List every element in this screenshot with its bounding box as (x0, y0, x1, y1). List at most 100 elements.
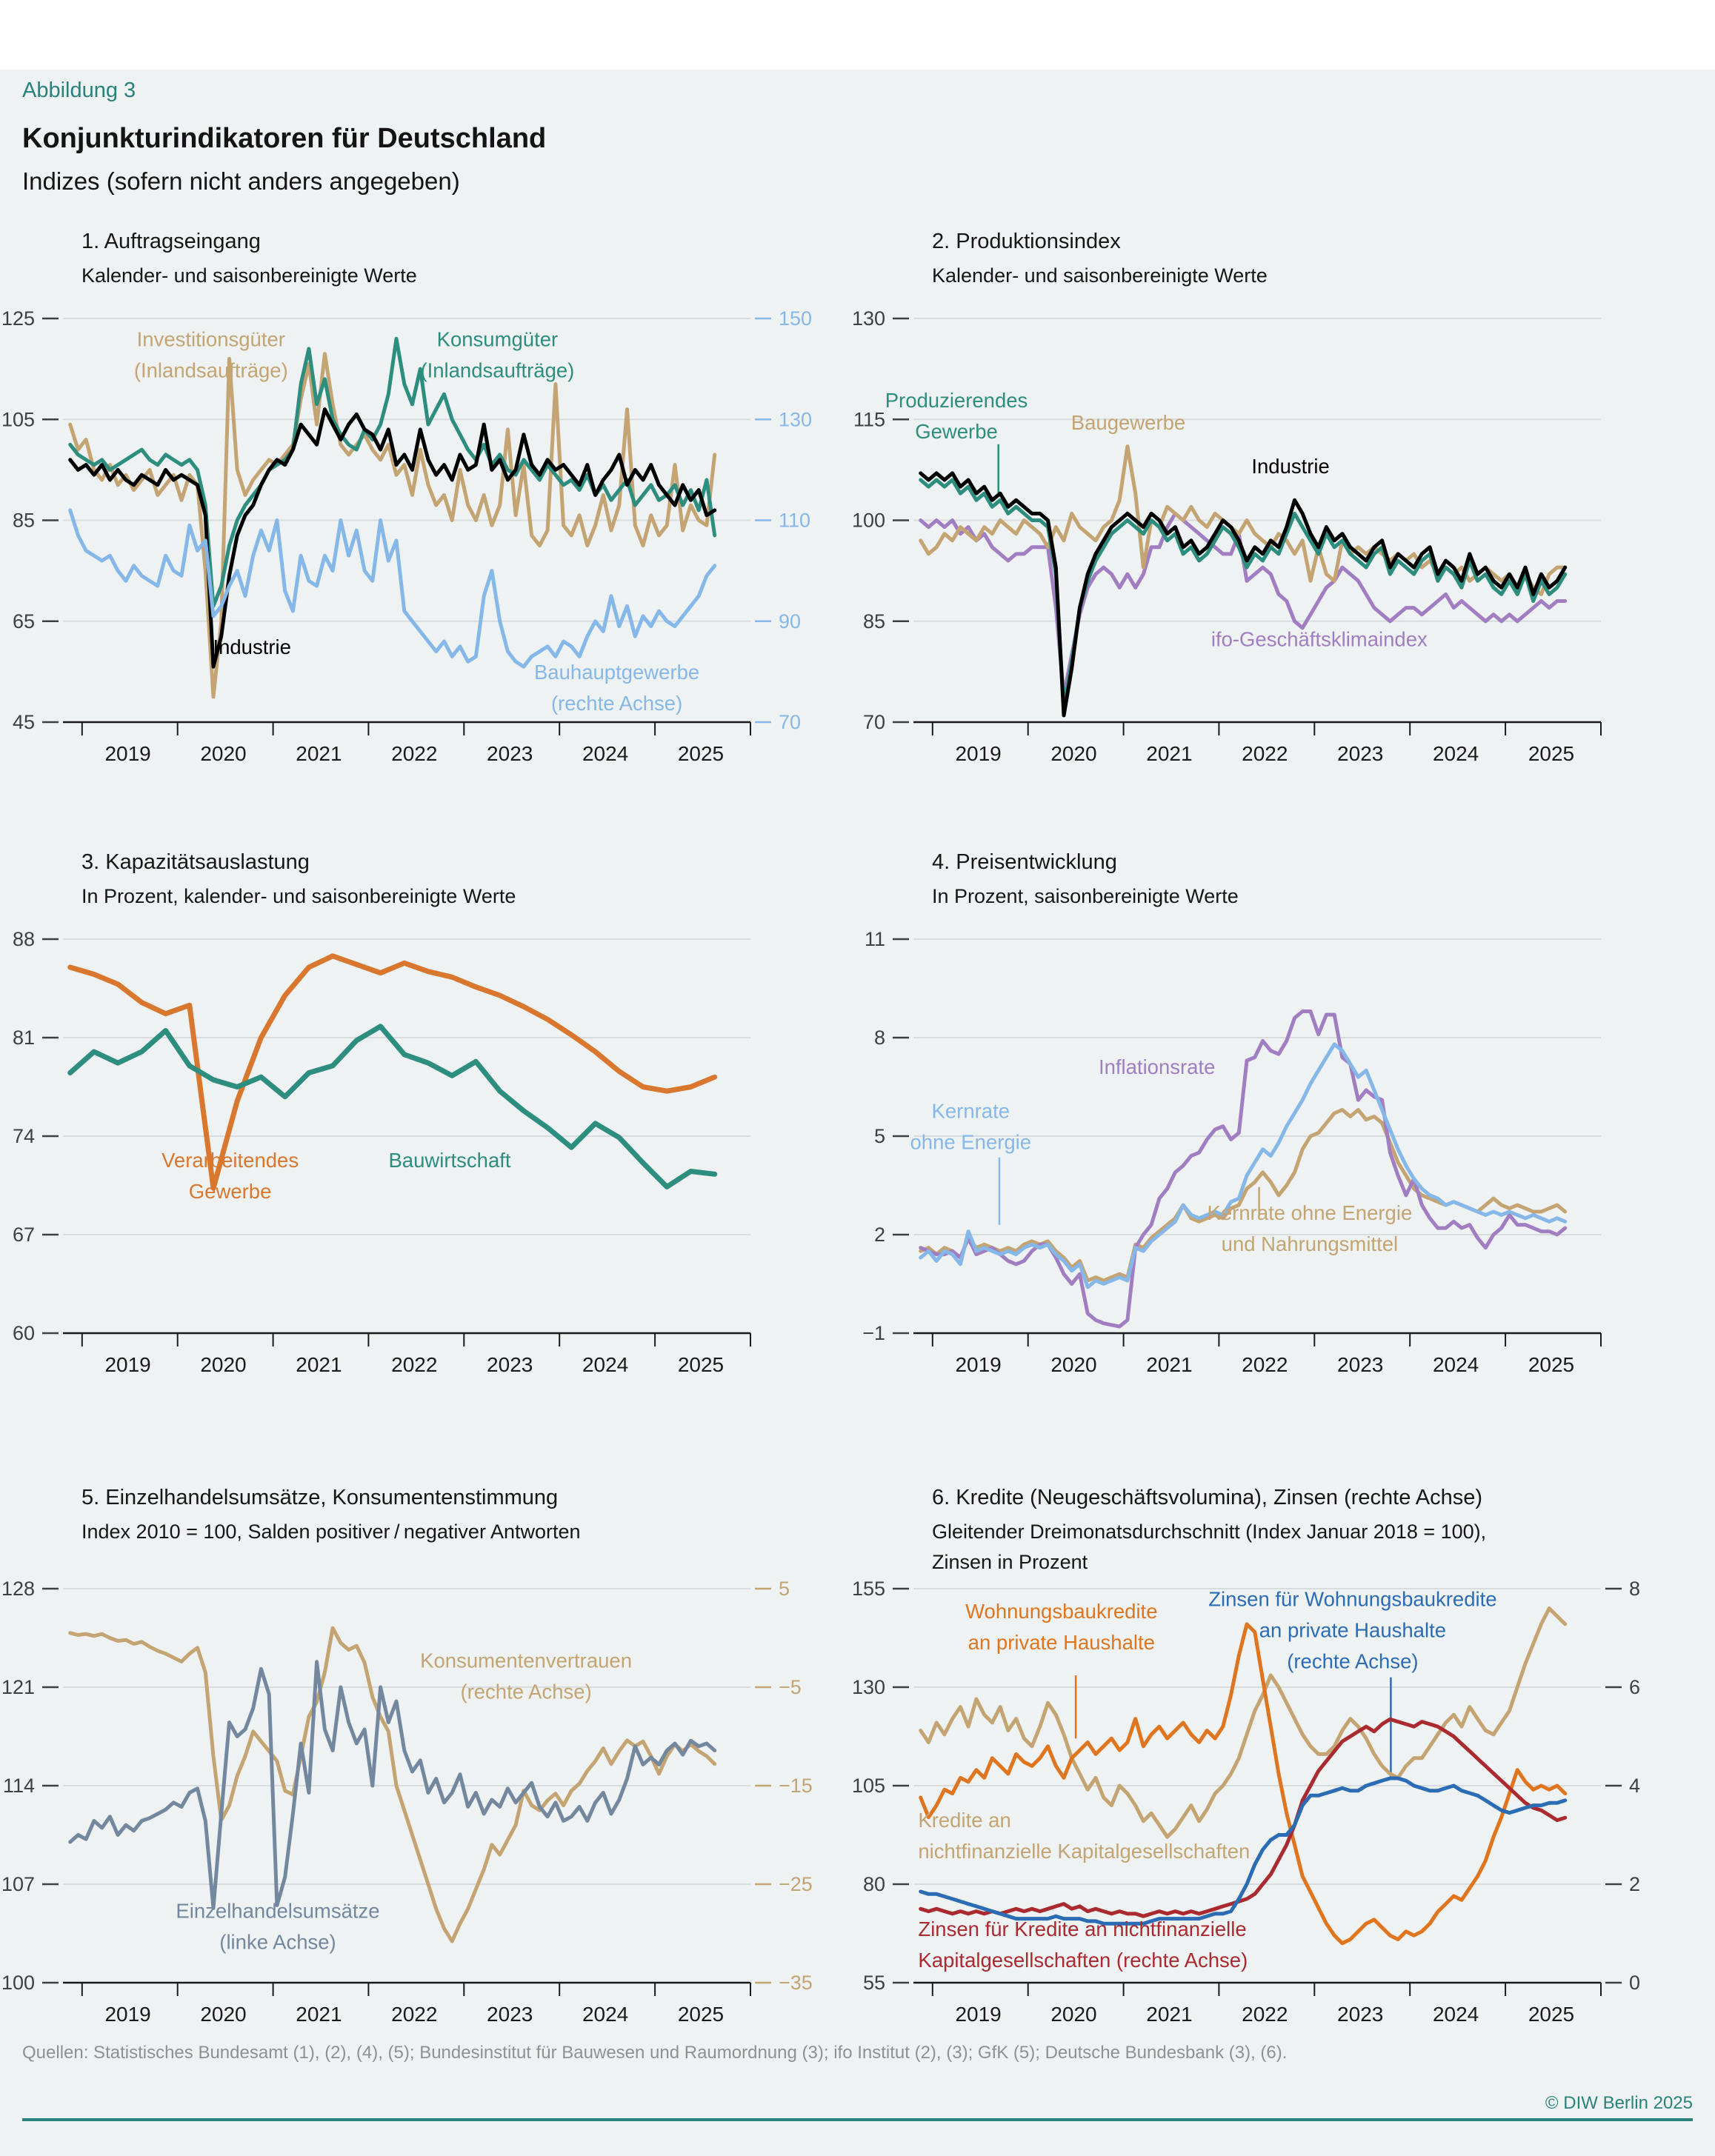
x-axis-label: 2022 (391, 2003, 437, 2026)
x-axis-label: 2022 (1242, 2003, 1288, 2026)
y-axis-label-left: −1 (862, 1322, 885, 1344)
panel-4-subtitle: In Prozent, saisonbereinigte Werte (932, 885, 1239, 907)
y-axis-label-right: −5 (779, 1676, 802, 1698)
x-axis-label: 2021 (296, 1353, 342, 1376)
series-verarbeitendes-gewerbe (67, 953, 718, 1191)
y-axis-label-right: 70 (779, 711, 801, 733)
series-kredite-nichtfinanzielle-kapitalgesellschaften (919, 1606, 1568, 1839)
y-axis-label-right: −15 (779, 1775, 813, 1797)
x-axis-label: 2025 (678, 742, 724, 765)
y-axis-label-left: 105 (852, 1775, 885, 1797)
series-produzierendes-gewerbe (919, 478, 1568, 711)
series-label: Investitionsgüter (Inlandsaufträge) (134, 328, 288, 382)
series-label: Zinsen für Wohnungsbaukredite an private … (1208, 1587, 1496, 1672)
y-axis-label-right: 90 (779, 610, 801, 633)
page-title: Konjunkturindikatoren für Deutschland (22, 123, 547, 154)
x-axis-label: 2024 (1433, 2003, 1479, 2026)
x-axis-label: 2021 (1146, 1353, 1192, 1376)
y-axis-label-left: 115 (853, 408, 885, 430)
x-axis-label: 2021 (1146, 2003, 1192, 2026)
series-zinsen-wohnungsbaukredite (919, 1776, 1568, 1926)
panel-3-title: 3. Kapazitätsauslastung (81, 850, 310, 874)
panel-2-title: 2. Produktionsindex (932, 230, 1121, 253)
y-axis-label-left: 121 (1, 1676, 35, 1698)
x-axis-label: 2023 (1337, 742, 1383, 765)
y-axis-label-right: 8 (1629, 1578, 1640, 1600)
x-axis-label: 2022 (391, 742, 437, 765)
panel-6-chart: 155 130 105 80 55 8 6 4 2 0 2019 2020 2021 2022 2023 20… (852, 1578, 1640, 2026)
x-axis-label: 2019 (104, 2003, 150, 2026)
x-axis-label: 2025 (1528, 2003, 1574, 2026)
y-axis-label-left: 128 (1, 1578, 35, 1600)
x-axis-label: 2024 (582, 742, 628, 765)
y-axis-label-right: 130 (779, 408, 812, 430)
y-axis-label-left: 81 (13, 1027, 35, 1049)
series-label: Kredite an nichtfinanzielle Kapitalgesell… (918, 1809, 1250, 1863)
y-axis-label-left: 11 (865, 928, 885, 950)
series-label: Bauhauptgewerbe (rechte Achse) (534, 661, 699, 715)
x-axis-label: 2023 (1337, 2003, 1383, 2026)
x-axis-label: 2025 (678, 1353, 724, 1376)
y-axis-label-left: 125 (1, 307, 35, 330)
x-axis-label: 2025 (1528, 1353, 1574, 1376)
y-axis-label-right: −25 (779, 1873, 813, 1895)
series-bauwirtschaft (67, 1024, 718, 1189)
panel-1-subtitle: Kalender- und saisonbereinigte Werte (81, 264, 417, 287)
y-axis-label-right: 2 (1629, 1873, 1640, 1895)
top-white-band (0, 0, 1715, 70)
panel-2-subtitle: Kalender- und saisonbereinigte Werte (932, 264, 1268, 287)
series-bauhauptgewerbe (68, 508, 717, 669)
x-axis-label: 2024 (1433, 1353, 1479, 1376)
panel-2-chart: 130 115 100 85 70 2019 2020 2021 2022 2023 2024 202… (852, 307, 1602, 765)
panel-1-title: 1. Auftragseingang (81, 230, 261, 253)
panel-5-chart: 128 121 114 107 100 5 −5 −15 −25 −35 2019 2020 2021 2… (1, 1578, 813, 2026)
x-axis-label: 2020 (200, 742, 246, 765)
series-label: Einzelhandelsumsätze (linke Achse) (176, 1900, 379, 1954)
x-axis-label: 2019 (104, 1353, 150, 1376)
y-axis-label-left: 85 (863, 610, 885, 633)
y-axis-label-right: 0 (1629, 1972, 1640, 1994)
series-konsumentenvertrauen (68, 1626, 717, 1943)
y-axis-label-left: 2 (874, 1224, 885, 1246)
y-axis-label-left: 65 (13, 610, 35, 633)
series-kernrate-ohne-energie (919, 1042, 1568, 1289)
x-axis-label: 2022 (1242, 742, 1288, 765)
y-axis-label-left: 130 (852, 307, 885, 330)
y-axis-label-left: 85 (13, 510, 35, 532)
x-axis-label: 2020 (200, 2003, 246, 2026)
x-axis-label: 2019 (955, 2003, 1001, 2026)
x-axis-label: 2024 (582, 1353, 628, 1376)
x-axis-label: 2022 (1242, 1353, 1288, 1376)
series-ifo-geschaeftsklimaindex (919, 511, 1568, 698)
series-industrie (919, 471, 1568, 718)
series-investitionsgueter (68, 352, 717, 699)
y-axis-label-left: 45 (13, 711, 35, 733)
x-axis-label: 2020 (1050, 2003, 1096, 2026)
y-axis-label-left: 70 (863, 711, 885, 733)
x-axis-label: 2020 (1050, 742, 1096, 765)
panel-3-subtitle: In Prozent, kalender- und saisonbereinig… (81, 885, 516, 907)
panel-4-chart: 11 8 5 2 −1 2019 2020 2021 2022 2023 2024 2025 Infla… (862, 928, 1602, 1376)
y-axis-label-left: 88 (13, 928, 35, 950)
x-axis-label: 2023 (1337, 1353, 1383, 1376)
series-label: Baugewerbe (1071, 411, 1185, 434)
series-label: Industrie (213, 635, 290, 658)
series-label: Verarbeitendes Gewerbe (161, 1149, 299, 1203)
panel-5-subtitle: Index 2010 = 100, Salden positiver / neg… (81, 1521, 581, 1543)
series-label: Kernrate ohne Energie und Nahrungsmittel (1208, 1201, 1413, 1255)
x-axis-label: 2019 (955, 1353, 1001, 1376)
y-axis-label-left: 80 (863, 1873, 885, 1895)
x-axis-label: 2019 (104, 742, 150, 765)
y-axis-label-left: 130 (852, 1676, 885, 1698)
x-axis-label: 2021 (1146, 742, 1192, 765)
source-note: Quellen: Statistisches Bundesamt (1), (2… (22, 2043, 1288, 2063)
series-label: Zinsen für Kredite an nichtfinanzielle Ka… (918, 1918, 1248, 1972)
x-axis-label: 2024 (1433, 742, 1479, 765)
x-axis-label: 2020 (200, 1353, 246, 1376)
x-axis-label: 2023 (487, 1353, 533, 1376)
series-label: Konsumgüter (Inlandsaufträge) (420, 328, 574, 382)
series-einzelhandelsumsaetze (68, 1660, 717, 1910)
y-axis-label-left: 5 (874, 1125, 885, 1147)
series-label: Bauwirtschaft (388, 1149, 510, 1172)
x-axis-label: 2025 (678, 2003, 724, 2026)
